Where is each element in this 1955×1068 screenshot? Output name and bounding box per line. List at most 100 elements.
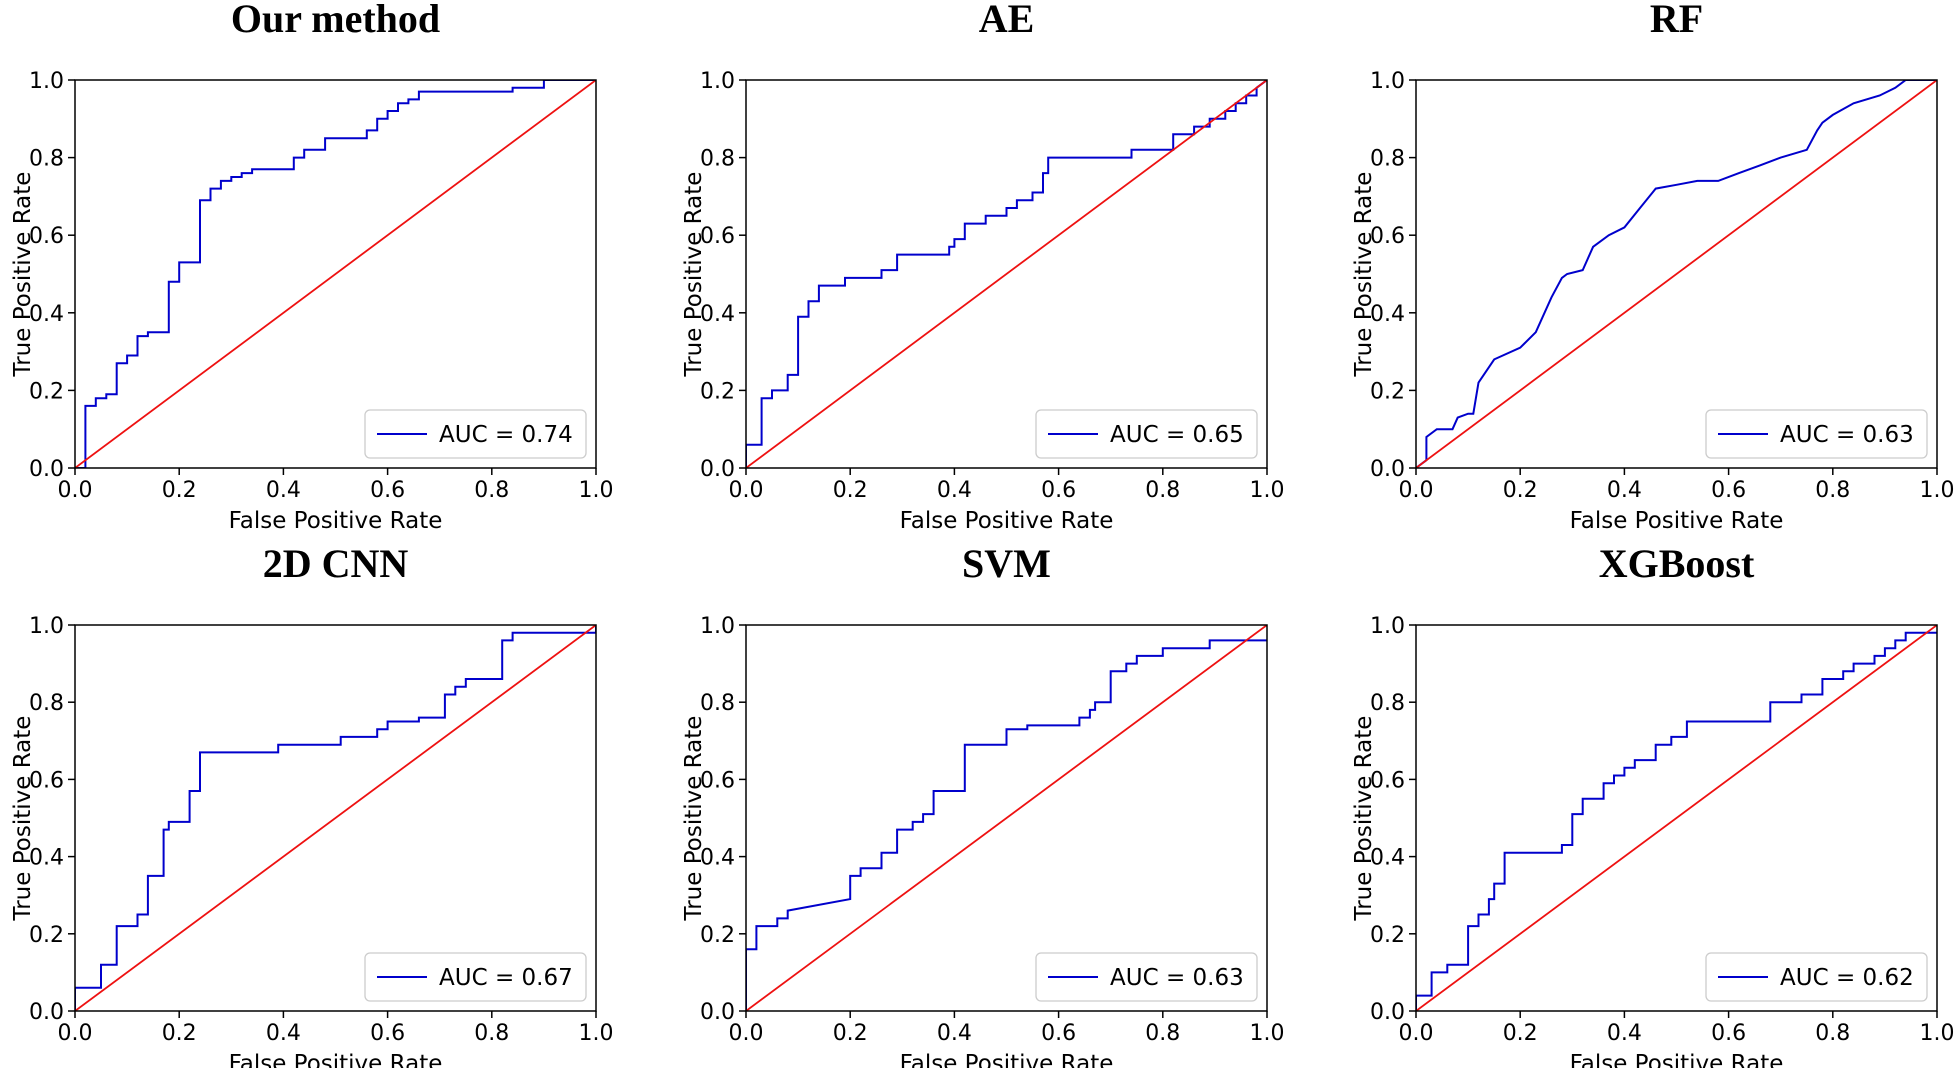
y-tick-label: 0.6 — [1370, 224, 1405, 249]
x-tick-label: 0.6 — [1711, 478, 1746, 503]
plot-frame — [74, 79, 597, 469]
y-tick-label: 0.0 — [29, 457, 64, 482]
y-tick-label: 0.8 — [700, 691, 735, 716]
x-tick-label: 0.4 — [266, 478, 301, 503]
chart-title: SVM — [962, 541, 1051, 586]
legend-label: AUC = 0.63 — [1110, 965, 1244, 991]
chart-panel-1: Our method 0.0 0.2 0.4 0.6 0.8 1.0 0.0 0.2 0.4 0.6… — [10, 0, 614, 534]
chance-diagonal-line — [75, 625, 596, 1011]
chart-panel-3: RF 0.0 0.2 0.4 0.6 0.8 1.0 0.0 0.2 0.4 0.6 0.8 1.0 Fa… — [1351, 0, 1955, 534]
y-tick-label: 1.0 — [29, 69, 64, 94]
legend: AUC = 0.63 — [1705, 409, 1928, 459]
y-tick-label: 0.6 — [29, 768, 64, 793]
x-axis-label: False Positive Rate — [1570, 508, 1784, 534]
legend-label: AUC = 0.62 — [1780, 965, 1914, 991]
x-tick-label: 1.0 — [1920, 478, 1955, 503]
x-tick-label: 0.4 — [1607, 1021, 1642, 1046]
chance-diagonal-line — [1416, 625, 1937, 1011]
legend-box — [1705, 952, 1928, 1002]
y-axis-label: True Positive Rate — [681, 716, 707, 922]
x-tick-label: 0.4 — [266, 1021, 301, 1046]
x-tick-label: 0.2 — [1503, 478, 1538, 503]
chart-panel-2: AE 0.0 0.2 0.4 0.6 0.8 1.0 0.0 0.2 0.4 0.6 0.8 1.0 Fa… — [681, 0, 1285, 534]
y-tick-label: 0.2 — [700, 923, 735, 948]
y-tick-label: 0.4 — [1370, 846, 1405, 871]
y-tick-label: 0.2 — [29, 923, 64, 948]
y-tick-label: 0.0 — [700, 1000, 735, 1025]
x-axis-label: False Positive Rate — [229, 1051, 443, 1068]
y-axis-label: True Positive Rate — [681, 172, 707, 378]
plot-frame — [745, 624, 1268, 1012]
x-tick-label: 0.2 — [162, 1021, 197, 1046]
x-axis-label: False Positive Rate — [900, 508, 1114, 534]
legend-label: AUC = 0.65 — [1110, 422, 1244, 448]
legend-label: AUC = 0.67 — [439, 965, 573, 991]
x-axis-label: False Positive Rate — [900, 1051, 1114, 1068]
x-tick-label: 0.8 — [1145, 478, 1180, 503]
legend: AUC = 0.74 — [364, 409, 587, 459]
roc-curve-line — [1416, 631, 1937, 1011]
y-tick-label: 0.6 — [1370, 768, 1405, 793]
y-tick-label: 1.0 — [700, 614, 735, 639]
x-tick-label: 0.0 — [729, 478, 764, 503]
chance-diagonal-line — [75, 80, 596, 468]
x-tick-label: 0.8 — [474, 1021, 509, 1046]
chance-diagonal-line — [746, 80, 1267, 468]
y-tick-label: 0.4 — [29, 302, 64, 327]
roc-curve-line — [746, 639, 1267, 1011]
legend: AUC = 0.62 — [1705, 952, 1928, 1002]
chart-title: XGBoost — [1599, 541, 1755, 586]
y-tick-label: 0.0 — [1370, 457, 1405, 482]
y-tick-label: 0.6 — [29, 224, 64, 249]
y-tick-label: 1.0 — [1370, 614, 1405, 639]
y-tick-label: 0.2 — [700, 379, 735, 404]
y-tick-label: 0.6 — [700, 224, 735, 249]
x-tick-label: 0.4 — [937, 1021, 972, 1046]
y-tick-label: 0.8 — [1370, 691, 1405, 716]
x-tick-label: 0.0 — [58, 1021, 93, 1046]
x-tick-label: 0.6 — [1711, 1021, 1746, 1046]
x-tick-label: 1.0 — [1920, 1021, 1955, 1046]
chart-panel-5: SVM 0.0 0.2 0.4 0.6 0.8 1.0 0.0 0.2 0.4 0.6 0.8 1.0 F… — [681, 541, 1285, 1068]
chart-title: 2D CNN — [263, 541, 409, 586]
y-tick-label: 1.0 — [700, 69, 735, 94]
y-tick-label: 0.8 — [1370, 147, 1405, 172]
plot-frame — [74, 624, 597, 1012]
y-tick-label: 0.6 — [700, 768, 735, 793]
plot-frame — [1415, 624, 1938, 1012]
y-tick-label: 0.2 — [29, 379, 64, 404]
y-tick-label: 0.4 — [29, 846, 64, 871]
x-tick-label: 0.8 — [1815, 1021, 1850, 1046]
legend-label: AUC = 0.74 — [439, 422, 573, 448]
x-tick-label: 0.6 — [1041, 1021, 1076, 1046]
legend-box — [1035, 409, 1258, 459]
y-tick-label: 0.0 — [29, 1000, 64, 1025]
y-tick-label: 0.2 — [1370, 923, 1405, 948]
x-tick-label: 1.0 — [579, 1021, 614, 1046]
x-tick-label: 0.2 — [833, 1021, 868, 1046]
x-tick-label: 0.4 — [1607, 478, 1642, 503]
x-tick-label: 1.0 — [1250, 1021, 1285, 1046]
chart-title: AE — [979, 0, 1035, 41]
legend-box — [1705, 409, 1928, 459]
y-tick-label: 0.4 — [700, 846, 735, 871]
legend: AUC = 0.65 — [1035, 409, 1258, 459]
y-axis-label: True Positive Rate — [1351, 172, 1377, 378]
chart-title: Our method — [231, 0, 440, 41]
x-tick-label: 0.4 — [937, 478, 972, 503]
x-tick-label: 0.0 — [1399, 478, 1434, 503]
x-tick-label: 0.2 — [833, 478, 868, 503]
plot-frame — [1415, 79, 1938, 469]
roc-curve-line — [75, 625, 596, 1011]
y-axis-label: True Positive Rate — [10, 716, 36, 922]
y-tick-label: 0.8 — [29, 691, 64, 716]
chance-diagonal-line — [746, 625, 1267, 1011]
y-tick-label: 1.0 — [29, 614, 64, 639]
plot-frame — [745, 79, 1268, 469]
legend: AUC = 0.67 — [364, 952, 587, 1002]
y-tick-label: 0.0 — [700, 457, 735, 482]
x-axis-label: False Positive Rate — [1570, 1051, 1784, 1068]
chart-panel-4: 2D CNN 0.0 0.2 0.4 0.6 0.8 1.0 0.0 0.2 0.4 0.6 0.8 1… — [10, 541, 614, 1068]
x-tick-label: 1.0 — [1250, 478, 1285, 503]
